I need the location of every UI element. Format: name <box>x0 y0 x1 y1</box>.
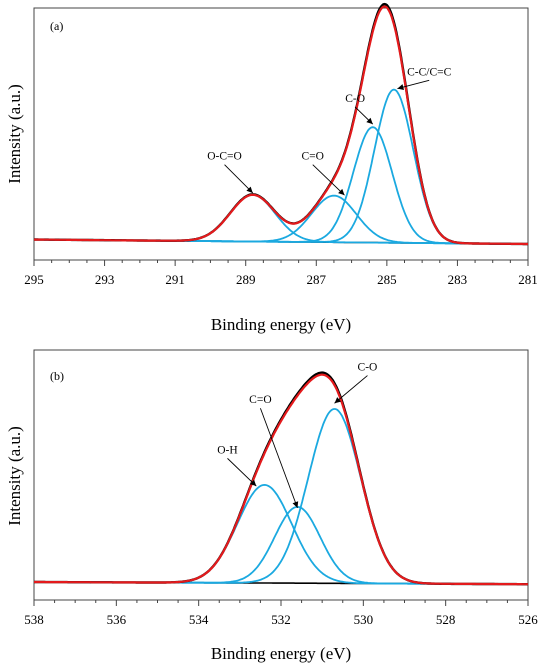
x-tick-label-b-4: 530 <box>354 612 374 627</box>
panel-b: (b) 538 536 534 532 530 528 526 O-H C=O C-O Bind… <box>5 349 538 663</box>
x-ticks-b: 538 536 534 532 530 528 526 <box>24 600 538 627</box>
annotation-arrowhead-a-0 <box>246 186 253 193</box>
x-tick-label-a-2: 291 <box>165 272 185 287</box>
x-tick-label-b-3: 532 <box>271 612 291 627</box>
panel-label-b: (b) <box>50 369 64 383</box>
annotation-arrowhead-b-0 <box>249 479 257 487</box>
x-axis-title-a: Binding energy (eV) <box>211 315 351 334</box>
annotation-arrowhead-a-3 <box>397 84 405 90</box>
peak-label-a-1: C=O <box>302 151 324 163</box>
x-axis-title-b: Binding energy (eV) <box>211 644 351 663</box>
x-tick-label-a-7: 281 <box>518 272 538 287</box>
annotations-a: O-C=O C=O C-O C-C/C=C <box>207 66 452 196</box>
plot-frame-a <box>33 7 529 261</box>
annotation-arrow-a-1 <box>312 164 345 196</box>
peak-label-b-2: C-O <box>358 362 378 374</box>
envelope-fit-line-b <box>34 373 528 586</box>
annotation-arrowhead-b-1 <box>292 501 299 508</box>
y-axis-title-a: Intensity (a.u.) <box>5 84 24 184</box>
peak-label-a-2: C-O <box>345 93 365 105</box>
x-tick-label-b-1: 536 <box>107 612 127 627</box>
peak-label-a-3: C-C/C=C <box>407 66 452 78</box>
annotation-arrowhead-a-1 <box>338 188 345 196</box>
x-tick-label-a-4: 287 <box>307 272 327 287</box>
x-tick-label-b-6: 526 <box>518 612 538 627</box>
x-tick-label-b-2: 534 <box>189 612 209 627</box>
peak-label-b-1: C=O <box>249 394 271 406</box>
peak-label-b-0: O-H <box>217 444 237 456</box>
series-group-a <box>34 2 528 246</box>
annotation-arrow-b-0 <box>227 458 257 487</box>
raw-data-line-a <box>34 2 528 246</box>
x-tick-label-a-0: 295 <box>24 272 44 287</box>
panel-a: (a) 295 293 291 289 287 285 283 281 O-C=O C=O C-O… <box>5 2 538 334</box>
annotation-arrowhead-b-2 <box>334 397 342 404</box>
annotation-arrowhead-a-2 <box>366 117 373 125</box>
envelope-fit-line-a <box>34 5 528 246</box>
raw-data-line-b <box>34 371 528 586</box>
component-peak-b-0 <box>34 483 528 586</box>
x-tick-label-a-6: 283 <box>448 272 468 287</box>
y-axis-title-b: Intensity (a.u.) <box>5 426 24 526</box>
x-tick-label-a-3: 289 <box>236 272 256 287</box>
annotation-arrow-b-2 <box>334 375 368 404</box>
annotation-arrow-a-0 <box>224 164 254 194</box>
component-peak-b-1 <box>34 505 528 586</box>
component-peak-b-2 <box>34 408 528 586</box>
series-group-b <box>34 371 528 586</box>
x-ticks-a: 295 293 291 289 287 285 283 281 <box>24 260 538 287</box>
annotations-b: O-H C=O C-O <box>217 362 378 509</box>
x-tick-label-b-0: 538 <box>24 612 44 627</box>
peak-label-a-0: O-C=O <box>207 151 242 163</box>
component-peak-a-0 <box>34 193 528 245</box>
annotation-arrow-b-1 <box>259 408 298 509</box>
x-tick-label-b-5: 528 <box>436 612 456 627</box>
x-tick-label-a-1: 293 <box>95 272 115 287</box>
panel-label-a: (a) <box>50 19 63 33</box>
component-peak-a-2 <box>34 126 528 245</box>
x-tick-label-a-5: 285 <box>377 272 397 287</box>
